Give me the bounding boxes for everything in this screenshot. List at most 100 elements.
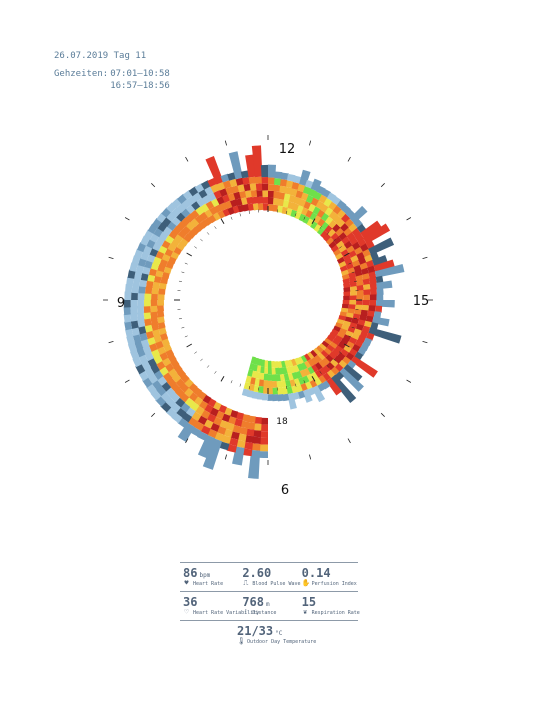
hrv-value: 36: [183, 595, 198, 609]
spiral-bar-71-0: [313, 224, 322, 233]
inner-tick-43: [178, 318, 182, 320]
spiral-bar-120-0: [264, 360, 268, 368]
inner-tick-13: [354, 280, 358, 282]
spiral-bar-71-2: [320, 212, 330, 222]
pi-value: 0.14: [301, 566, 331, 580]
inner-tick-34: [230, 380, 233, 384]
spiral-bar-24-0: [158, 326, 167, 335]
spiral-bar-84-3: [360, 267, 369, 276]
spiral-bar-75-5: [349, 205, 368, 224]
spiral-bar-105-3: [326, 361, 335, 371]
spiral-bar-101-5: [350, 356, 378, 378]
spiral-bar-121-5: [256, 392, 264, 400]
spiral-bar-70-1: [313, 215, 322, 224]
heart-variability-icon: ♡: [184, 608, 189, 616]
resp-value: 15: [301, 595, 317, 609]
spiral-bar-56-2: [244, 190, 253, 198]
spiral-bar-33-4: [134, 270, 143, 280]
spiral-bar-5-4: [220, 434, 232, 444]
outer-tick-17: [108, 341, 114, 344]
spiral-bar-87-0: [343, 287, 351, 293]
spiral-bar-105-2: [321, 357, 330, 366]
stats-rule-top: [180, 562, 358, 563]
spiral-bar-90-5: [375, 300, 395, 308]
spiral-bar-92-4: [367, 310, 375, 318]
spiral-bar-59-0: [262, 203, 269, 211]
spiral-bar-59-3: [261, 183, 269, 191]
spiral-bar-31-3: [138, 285, 146, 294]
spiral-bar-29-1: [150, 299, 158, 307]
spiral-bar-45-1: [190, 217, 200, 228]
spiral-bar-23-2: [146, 336, 156, 346]
outer-tick-2: [347, 156, 351, 162]
spiral-bar-120-1: [263, 366, 268, 374]
spiral-bar-86-3: [362, 278, 371, 286]
inner-tick-22: [333, 358, 336, 362]
spiral-bar-90-4: [369, 300, 377, 307]
inner-tick-10: [343, 252, 350, 257]
spiral-bar-118-1: [271, 367, 276, 375]
spiral-bar-35-5: [131, 255, 141, 266]
perfusion-icon: ✋: [301, 579, 311, 587]
spiral-bar-116-5: [282, 393, 290, 402]
spiral-bar-23-5: [127, 342, 138, 353]
spiral-bar-67-5: [310, 178, 322, 192]
stats-rule-mid: [180, 591, 358, 592]
spiral-bar-79-0: [335, 252, 344, 261]
spiral-bar-41-0: [179, 237, 189, 247]
label-15: 15: [413, 294, 430, 309]
spiral-bar-58-5: [251, 145, 263, 178]
spiral-bar-122-2: [255, 371, 261, 380]
spiral-bar-61-1: [272, 198, 280, 206]
spiral-bar-75-1: [330, 232, 340, 242]
spiral-bar-62-0: [277, 205, 284, 213]
inner-tick-53: [206, 232, 210, 235]
spiral-bar-30-4: [131, 291, 138, 300]
spiral-bar-7-5: [197, 434, 215, 459]
inner-tick-39: [194, 351, 197, 354]
spiral-bar-52-5: [205, 156, 224, 185]
spiral-bar-29-2: [143, 299, 151, 307]
spiral-bar-74-3: [336, 218, 346, 229]
spiral-bar-117-5: [277, 394, 284, 402]
spiral-bar-24-2: [145, 330, 155, 340]
spiral-bar-77-2: [341, 236, 351, 246]
spiral-bar-28-5: [123, 306, 131, 316]
spiral-bar-43-1: [181, 225, 192, 235]
spiral-bar-41-1: [174, 233, 184, 243]
spiral-bar-62-2: [278, 192, 286, 200]
spiral-bar-106-4: [326, 369, 336, 379]
inner-tick-23: [326, 365, 330, 368]
spiral-bar-88-1: [349, 290, 358, 297]
spiral-bar-124-2: [247, 369, 254, 377]
spiral-bar-120-4: [262, 386, 268, 394]
spiral-bar-77-3: [346, 232, 356, 242]
outer-tick-21: [151, 183, 156, 188]
spiral-bar-121-0: [260, 359, 265, 367]
stats-rule-low: [180, 620, 358, 621]
spiral-bar-86-4: [369, 277, 377, 285]
spiral-bar-90-0: [342, 300, 350, 305]
inner-tick-49: [184, 262, 188, 265]
spiral-bar-115-3: [284, 379, 292, 388]
spiral-bar-26-4: [130, 319, 139, 329]
spiral-bar-30-3: [137, 292, 145, 300]
spiral-bar-73-0: [320, 230, 329, 239]
spiral-bar-100-0: [326, 335, 335, 343]
spiral-bar-25-2: [144, 323, 153, 333]
spiral-bar-31-4: [131, 284, 140, 294]
spiral-bar-103-0: [318, 343, 327, 351]
spiral-bar-97-0: [333, 325, 341, 333]
spiral-bar-61-0: [272, 204, 279, 212]
spiral-bar-122-4: [252, 384, 259, 393]
spiral-bar-89-2: [356, 295, 364, 301]
spiral-bar-24-4: [132, 333, 142, 344]
outer-tick-20: [124, 217, 130, 221]
spiral-bar-26-0: [157, 315, 165, 324]
spiral-bar-59-4: [261, 176, 269, 184]
spiral-bar-104-0: [315, 345, 324, 354]
spiral-bar-111-1: [296, 363, 304, 372]
label-6: 6: [281, 483, 289, 498]
spiral-bar-30-1: [151, 293, 158, 300]
time-range-2: 16:57–18:56: [110, 81, 170, 91]
